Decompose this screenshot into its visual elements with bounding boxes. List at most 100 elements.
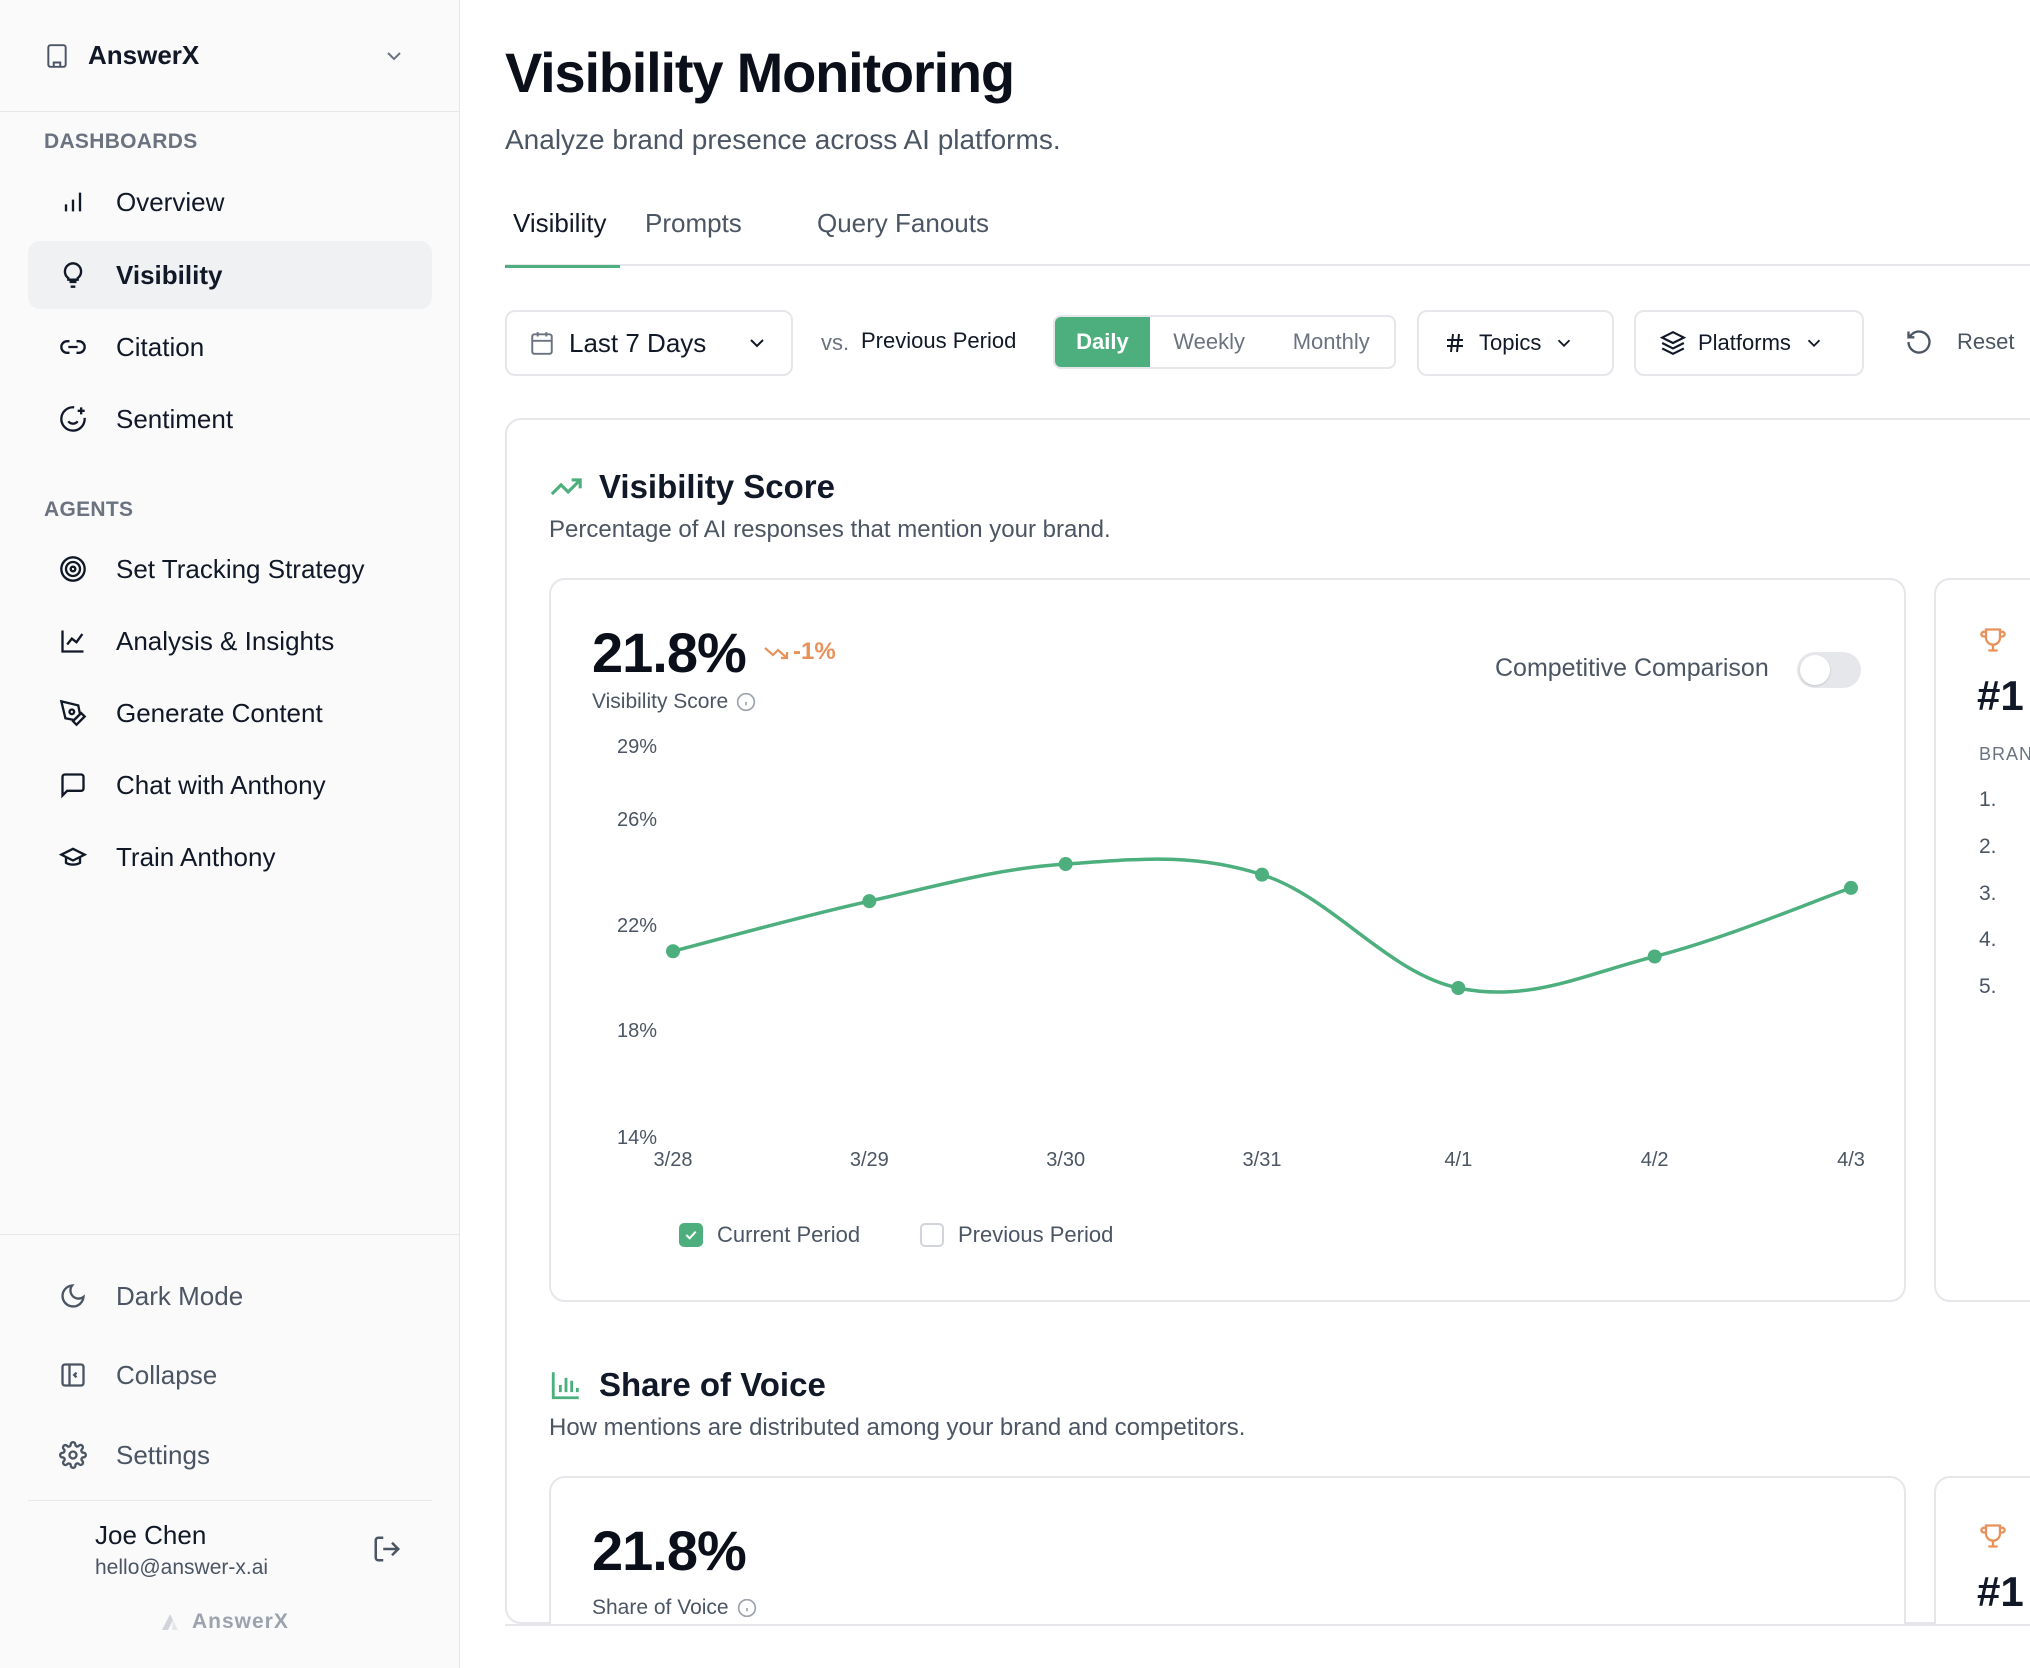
y-tick-label: 29% (617, 736, 657, 758)
tab-visibility[interactable]: Visibility (505, 208, 620, 268)
page-bottom-mask (505, 1624, 2030, 1668)
reset-button[interactable]: Reset (1905, 328, 2014, 356)
layers-icon (1660, 330, 1686, 356)
granularity-toggle: Daily Weekly Monthly (1053, 315, 1396, 369)
competitive-comparison-toggle[interactable] (1797, 652, 1861, 688)
checkbox-unchecked (920, 1223, 944, 1247)
tab-label: Visibility (513, 208, 607, 238)
main-content: Visibility Monitoring Analyze brand pres… (461, 0, 2030, 1668)
x-tick-label: 3/28 (654, 1149, 693, 1170)
chevron-down-icon (1558, 339, 1571, 348)
sidebar-item-visibility[interactable]: Visibility (28, 241, 432, 309)
sidebar-item-dark-mode[interactable]: Dark Mode (28, 1262, 432, 1330)
bar-chart-icon (551, 1372, 579, 1400)
sidebar-item-analysis-insights[interactable]: Analysis & Insights (28, 607, 432, 675)
data-point[interactable] (1844, 880, 1858, 895)
visibility-rank-card (1934, 578, 2030, 1302)
line-chart-icon (58, 626, 88, 656)
topics-filter[interactable]: Topics (1417, 310, 1614, 376)
sidebar-item-label: Collapse (116, 1359, 218, 1390)
legend-label: Current Period (717, 1222, 861, 1247)
visibility-delta-value: -1% (793, 638, 836, 665)
sidebar-item-train-anthony[interactable]: Train Anthony (28, 823, 432, 891)
data-point[interactable] (1647, 949, 1662, 964)
sidebar-item-citation[interactable]: Citation (28, 313, 432, 381)
tab-bar: Visibility Prompts Query Fanouts (505, 196, 2030, 268)
answerx-logo-icon (162, 1614, 178, 1630)
trophy-icon (1980, 628, 2006, 652)
tab-prompts[interactable]: Prompts (645, 208, 742, 238)
data-point[interactable] (1255, 867, 1269, 882)
sidebar-item-overview[interactable]: Overview (28, 168, 432, 236)
rank-value: #1 (1977, 672, 2024, 719)
sidebar-item-collapse[interactable]: Collapse (28, 1341, 432, 1409)
data-point[interactable] (1451, 981, 1466, 995)
user-profile (28, 1500, 432, 1600)
x-tick-label: 4/2 (1641, 1149, 1669, 1170)
org-switcher[interactable]: AnswerX (0, 0, 460, 112)
sidebar-item-generate-content[interactable]: Generate Content (28, 679, 432, 747)
sidebar-item-chat-with-anthony[interactable]: Chat with Anthony (28, 751, 432, 819)
metric-label: Visibility Score (592, 690, 729, 713)
legend-previous-period[interactable]: Previous Period (920, 1222, 1113, 1248)
active-tab-indicator (505, 265, 620, 268)
granularity-daily[interactable]: Daily (1055, 317, 1150, 367)
rank-list-number: 3. (1979, 882, 1997, 905)
share-of-voice-heading: Share of Voice (549, 1366, 826, 1404)
sidebar-divider (0, 1234, 460, 1235)
granularity-monthly[interactable]: Monthly (1292, 329, 1370, 354)
granularity-weekly[interactable]: Weekly (1173, 329, 1246, 354)
info-icon[interactable] (737, 1598, 757, 1618)
sidebar-item-label: Settings (116, 1439, 210, 1470)
date-range-select[interactable]: Last 7 Days (505, 310, 793, 376)
toggle-knob (1800, 655, 1830, 685)
data-point[interactable] (1058, 857, 1073, 872)
topics-filter-label: Topics (1479, 330, 1542, 355)
chevron-down-icon (1807, 339, 1821, 348)
sidebar-item-sentiment[interactable]: Sentiment (28, 385, 432, 453)
info-icon[interactable] (736, 692, 756, 712)
sidebar-item-label: Visibility (116, 259, 223, 290)
x-tick-label: 3/31 (1243, 1149, 1282, 1170)
section-title: Share of Voice (599, 1366, 826, 1403)
x-tick-label: 3/29 (850, 1149, 889, 1170)
visibility-score-card (549, 578, 1906, 1302)
bar-chart-icon (58, 187, 88, 217)
data-point[interactable] (862, 894, 877, 909)
sidebar-item-label: Set Tracking Strategy (116, 553, 365, 584)
platforms-filter[interactable]: Platforms (1634, 310, 1864, 376)
sidebar-item-label: Dark Mode (116, 1280, 244, 1311)
section-title: Visibility Score (599, 468, 835, 505)
visibility-score-description: Percentage of AI responses that mention … (549, 516, 1111, 543)
sidebar-item-set-tracking-strategy[interactable]: Set Tracking Strategy (28, 535, 432, 603)
chevron-down-icon (750, 339, 764, 348)
building-icon (47, 43, 67, 68)
rank-list-number: 1. (1979, 788, 1997, 811)
competitive-comparison-label: Competitive Comparison (1495, 654, 1769, 682)
rank-value: #1 (1977, 1568, 2024, 1615)
legend-current-period[interactable]: Current Period (679, 1222, 860, 1248)
logout-icon[interactable] (372, 1534, 402, 1564)
calendar-icon (531, 332, 553, 355)
moon-icon (58, 1281, 88, 1311)
sidebar-item-settings[interactable]: Settings (28, 1421, 432, 1489)
y-tick-label: 22% (617, 915, 657, 937)
visibility-score-chart: 29% 26% 22% 18% 14%3/28 3/29 3/30 3/31 4/1 4/2 4/3 (617, 736, 1865, 1170)
lightbulb-icon (58, 260, 88, 290)
message-square-icon (58, 770, 88, 800)
y-tick-label: 26% (617, 809, 657, 831)
compare-period-select[interactable]: Previous Period (861, 328, 1017, 353)
tab-query-fanouts[interactable]: Query Fanouts (817, 208, 989, 238)
reset-label: Reset (1957, 329, 2015, 354)
trending-down-icon (764, 647, 789, 660)
sidebar-item-label: Overview (116, 186, 225, 217)
smile-plus-icon (58, 404, 88, 434)
user-email: hello@answer-x.ai (95, 1556, 269, 1579)
chevron-down-icon (387, 51, 401, 60)
share-of-voice-label: Share of Voice (592, 1596, 757, 1620)
visibility-score-value: 21.8% (592, 621, 747, 684)
sidebar-item-label: Analysis & Insights (116, 625, 335, 656)
data-point[interactable] (666, 944, 680, 959)
date-range-value: Last 7 Days (569, 327, 707, 358)
gear-icon (58, 1440, 88, 1470)
